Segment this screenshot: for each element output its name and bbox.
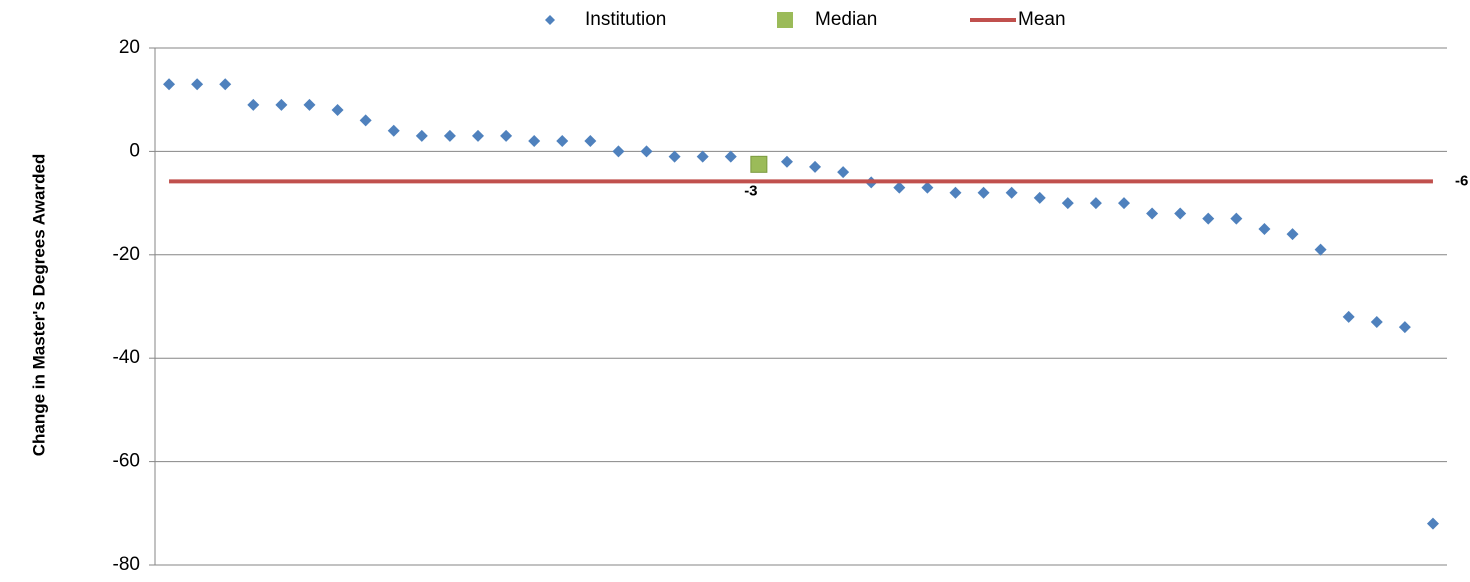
point xyxy=(1089,197,1102,210)
point xyxy=(696,150,709,163)
legend-label: Mean xyxy=(1018,9,1066,30)
point xyxy=(219,78,232,91)
point xyxy=(303,98,316,111)
point xyxy=(949,186,962,199)
point xyxy=(724,150,737,163)
point xyxy=(584,135,597,148)
point xyxy=(556,135,569,148)
point xyxy=(1314,243,1327,256)
data-label: -3 xyxy=(744,182,757,199)
point xyxy=(1370,316,1383,329)
point xyxy=(668,150,681,163)
point xyxy=(1174,207,1187,220)
y-tick-label: 20 xyxy=(119,37,140,58)
point xyxy=(1146,207,1159,220)
point xyxy=(1286,228,1299,241)
point xyxy=(163,78,176,91)
point xyxy=(247,98,260,111)
point xyxy=(275,98,288,111)
y-tick-label: -40 xyxy=(113,347,140,368)
point xyxy=(750,155,768,173)
point xyxy=(443,129,456,142)
point xyxy=(1005,186,1018,199)
point xyxy=(921,181,934,194)
y-tick-label: -80 xyxy=(113,554,140,575)
point xyxy=(977,186,990,199)
point xyxy=(528,135,541,148)
point xyxy=(809,160,822,173)
point xyxy=(1061,197,1074,210)
legend-label: Median xyxy=(815,9,877,30)
point xyxy=(1426,517,1439,530)
y-axis-label: Change in Master's Degrees Awarded xyxy=(29,154,48,457)
point xyxy=(191,78,204,91)
point xyxy=(1202,212,1215,225)
point xyxy=(1033,191,1046,204)
legend-marker xyxy=(545,15,555,25)
point xyxy=(837,166,850,179)
legend-marker xyxy=(777,12,793,28)
point xyxy=(893,181,906,194)
point xyxy=(331,104,344,117)
point xyxy=(780,155,793,168)
point xyxy=(1398,321,1411,334)
point xyxy=(612,145,625,158)
point xyxy=(387,124,400,137)
legend-label: Institution xyxy=(585,9,666,30)
y-tick-label: -60 xyxy=(113,451,140,472)
y-tick-label: -20 xyxy=(113,244,140,265)
point xyxy=(1258,222,1271,235)
point xyxy=(500,129,513,142)
data-label: -6 xyxy=(1455,172,1468,189)
point xyxy=(640,145,653,158)
point xyxy=(472,129,484,142)
point xyxy=(1230,212,1243,225)
y-tick-label: 0 xyxy=(129,140,140,161)
point xyxy=(415,129,428,142)
point xyxy=(359,114,372,127)
point xyxy=(1342,310,1355,323)
point xyxy=(1118,197,1130,210)
